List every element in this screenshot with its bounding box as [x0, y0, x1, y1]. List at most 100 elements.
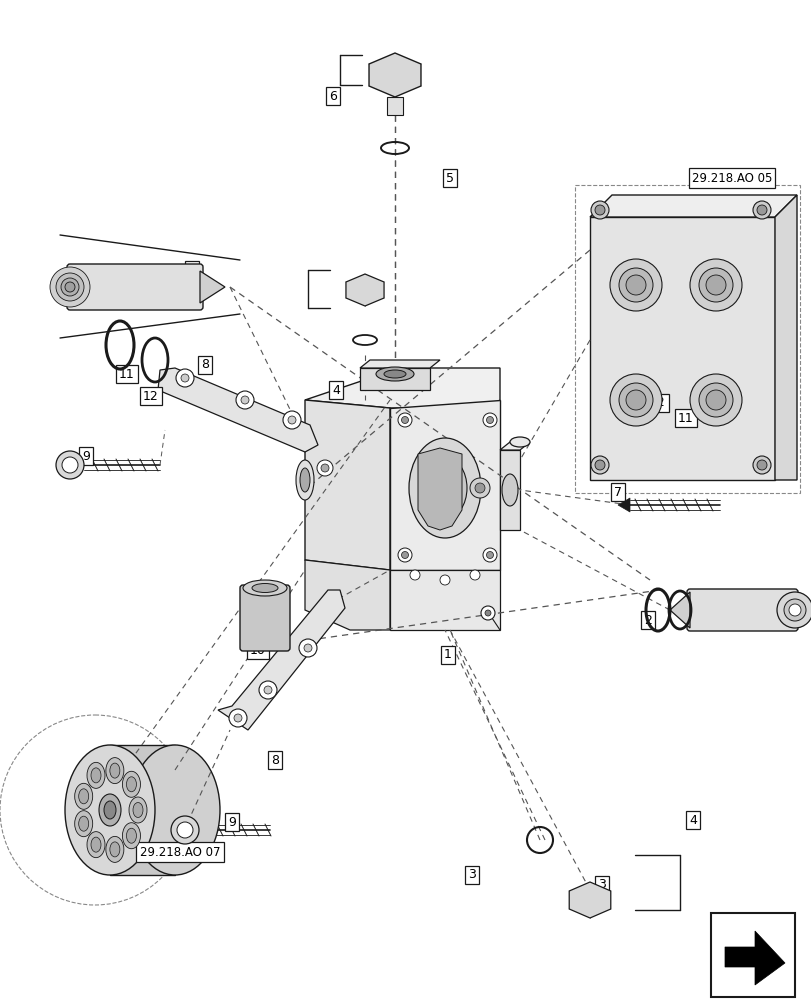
Text: 8: 8 — [201, 359, 208, 371]
Polygon shape — [669, 592, 689, 628]
Ellipse shape — [618, 383, 652, 417]
Circle shape — [303, 644, 311, 652]
Text: 4: 4 — [332, 383, 340, 396]
FancyBboxPatch shape — [590, 217, 774, 480]
Ellipse shape — [618, 268, 652, 302]
Circle shape — [783, 599, 805, 621]
FancyBboxPatch shape — [387, 97, 402, 115]
Circle shape — [181, 374, 189, 382]
Circle shape — [241, 396, 249, 404]
Circle shape — [480, 606, 495, 620]
Polygon shape — [217, 590, 345, 730]
Circle shape — [56, 451, 84, 479]
Circle shape — [401, 416, 408, 424]
Circle shape — [470, 570, 479, 580]
Circle shape — [320, 464, 328, 472]
Circle shape — [229, 709, 247, 727]
Ellipse shape — [109, 842, 120, 857]
Polygon shape — [569, 882, 610, 918]
Ellipse shape — [689, 374, 741, 426]
Ellipse shape — [705, 390, 725, 410]
Ellipse shape — [99, 794, 121, 826]
Ellipse shape — [109, 763, 120, 778]
Circle shape — [298, 639, 316, 657]
Circle shape — [50, 267, 90, 307]
Text: 1: 1 — [444, 648, 452, 662]
Ellipse shape — [242, 580, 286, 596]
FancyBboxPatch shape — [67, 264, 203, 310]
Polygon shape — [359, 368, 430, 390]
Circle shape — [283, 411, 301, 429]
Ellipse shape — [509, 437, 530, 447]
Circle shape — [171, 816, 199, 844]
Text: 12: 12 — [143, 389, 159, 402]
Polygon shape — [500, 450, 519, 530]
Ellipse shape — [698, 268, 732, 302]
Circle shape — [470, 478, 489, 498]
Ellipse shape — [501, 474, 517, 506]
Ellipse shape — [625, 275, 646, 295]
Circle shape — [483, 413, 496, 427]
Circle shape — [288, 416, 296, 424]
Circle shape — [259, 681, 277, 699]
Circle shape — [752, 456, 770, 474]
Circle shape — [62, 457, 78, 473]
Ellipse shape — [91, 837, 101, 852]
Polygon shape — [590, 195, 796, 217]
Circle shape — [264, 686, 272, 694]
Ellipse shape — [299, 468, 310, 492]
Ellipse shape — [122, 823, 140, 849]
Circle shape — [756, 460, 766, 470]
Circle shape — [594, 460, 604, 470]
Polygon shape — [200, 271, 225, 303]
Ellipse shape — [87, 832, 105, 858]
Text: 29.218.AO 05: 29.218.AO 05 — [691, 172, 771, 184]
Ellipse shape — [104, 801, 116, 819]
Polygon shape — [774, 195, 796, 480]
Circle shape — [776, 592, 811, 628]
Ellipse shape — [122, 771, 140, 797]
Circle shape — [486, 416, 493, 424]
Ellipse shape — [423, 457, 466, 519]
Text: 2: 2 — [188, 263, 195, 276]
Circle shape — [590, 456, 608, 474]
Circle shape — [474, 483, 484, 493]
Text: 10: 10 — [250, 644, 266, 656]
Ellipse shape — [127, 777, 136, 792]
Text: 9: 9 — [228, 816, 236, 828]
Ellipse shape — [127, 828, 136, 843]
Polygon shape — [500, 442, 530, 450]
Polygon shape — [305, 368, 500, 408]
Ellipse shape — [75, 811, 92, 837]
Circle shape — [56, 273, 84, 301]
Polygon shape — [389, 570, 500, 630]
Circle shape — [65, 282, 75, 292]
FancyBboxPatch shape — [686, 589, 797, 631]
Ellipse shape — [609, 259, 661, 311]
Circle shape — [316, 460, 333, 476]
Circle shape — [590, 201, 608, 219]
Circle shape — [594, 205, 604, 215]
Text: 8: 8 — [271, 754, 279, 766]
Text: 2: 2 — [643, 613, 651, 626]
Ellipse shape — [409, 438, 480, 538]
Circle shape — [234, 714, 242, 722]
Circle shape — [176, 369, 194, 387]
Text: 9: 9 — [82, 450, 90, 462]
Ellipse shape — [609, 374, 661, 426]
Ellipse shape — [129, 797, 147, 823]
Ellipse shape — [75, 783, 92, 809]
Ellipse shape — [375, 367, 414, 381]
Circle shape — [410, 570, 419, 580]
Ellipse shape — [105, 758, 124, 784]
Circle shape — [401, 552, 408, 558]
Circle shape — [61, 278, 79, 296]
Ellipse shape — [91, 768, 101, 783]
Polygon shape — [359, 360, 440, 368]
Ellipse shape — [296, 460, 314, 500]
Text: 11: 11 — [119, 367, 135, 380]
Ellipse shape — [384, 370, 406, 378]
Text: 11: 11 — [677, 412, 693, 424]
Text: 4: 4 — [689, 814, 696, 826]
Circle shape — [440, 575, 449, 585]
